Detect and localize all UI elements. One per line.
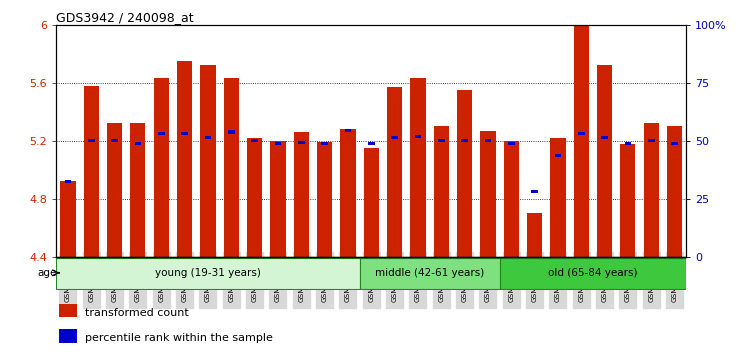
Bar — [644, 123, 658, 257]
Text: young (19-31 years): young (19-31 years) — [155, 268, 261, 278]
Bar — [321, 142, 328, 145]
Text: middle (42-61 years): middle (42-61 years) — [375, 268, 484, 278]
Bar — [480, 131, 496, 257]
Text: age: age — [37, 268, 56, 278]
Bar — [56, 258, 359, 289]
Bar — [527, 213, 542, 257]
Bar — [667, 126, 682, 257]
Bar — [64, 180, 71, 183]
Bar — [270, 141, 286, 257]
Bar — [364, 148, 379, 257]
Bar — [224, 78, 238, 257]
Bar — [274, 142, 281, 145]
Bar — [134, 142, 141, 145]
Bar — [60, 181, 76, 257]
Bar — [368, 142, 375, 145]
Bar — [597, 65, 612, 257]
Bar — [415, 135, 422, 138]
Bar — [484, 139, 491, 142]
Bar — [158, 132, 165, 135]
Bar — [574, 26, 589, 257]
Bar — [620, 144, 635, 257]
Bar — [247, 138, 262, 257]
Bar — [410, 78, 425, 257]
Bar — [182, 132, 188, 135]
Text: percentile rank within the sample: percentile rank within the sample — [85, 333, 272, 343]
Bar — [461, 139, 468, 142]
Bar — [251, 139, 258, 142]
Bar — [130, 123, 146, 257]
Bar — [648, 139, 655, 142]
Bar — [228, 130, 235, 133]
Text: old (65-84 years): old (65-84 years) — [548, 268, 638, 278]
Bar — [88, 139, 94, 142]
Bar — [578, 132, 585, 135]
Bar — [531, 190, 538, 193]
Bar — [154, 78, 169, 257]
Bar — [625, 142, 632, 145]
Bar — [294, 132, 309, 257]
Bar — [359, 258, 500, 289]
Bar — [111, 139, 118, 142]
Bar — [298, 141, 304, 144]
Bar — [433, 126, 448, 257]
Bar — [504, 141, 519, 257]
Bar — [554, 154, 561, 157]
Text: transformed count: transformed count — [85, 308, 188, 318]
Bar — [500, 258, 686, 289]
Bar — [205, 136, 212, 139]
Bar — [344, 129, 351, 132]
Text: GDS3942 / 240098_at: GDS3942 / 240098_at — [56, 11, 194, 24]
Bar — [59, 304, 77, 318]
Bar — [602, 136, 608, 139]
Bar — [508, 142, 515, 145]
Bar — [59, 330, 77, 343]
Bar — [457, 90, 472, 257]
Bar — [177, 61, 192, 257]
Bar — [317, 142, 332, 257]
Bar — [387, 87, 402, 257]
Bar — [671, 142, 678, 145]
Bar — [340, 129, 356, 257]
Bar — [84, 86, 99, 257]
Bar — [107, 123, 122, 257]
Bar — [392, 136, 398, 139]
Bar — [550, 138, 566, 257]
Bar — [438, 139, 445, 142]
Bar — [200, 65, 215, 257]
